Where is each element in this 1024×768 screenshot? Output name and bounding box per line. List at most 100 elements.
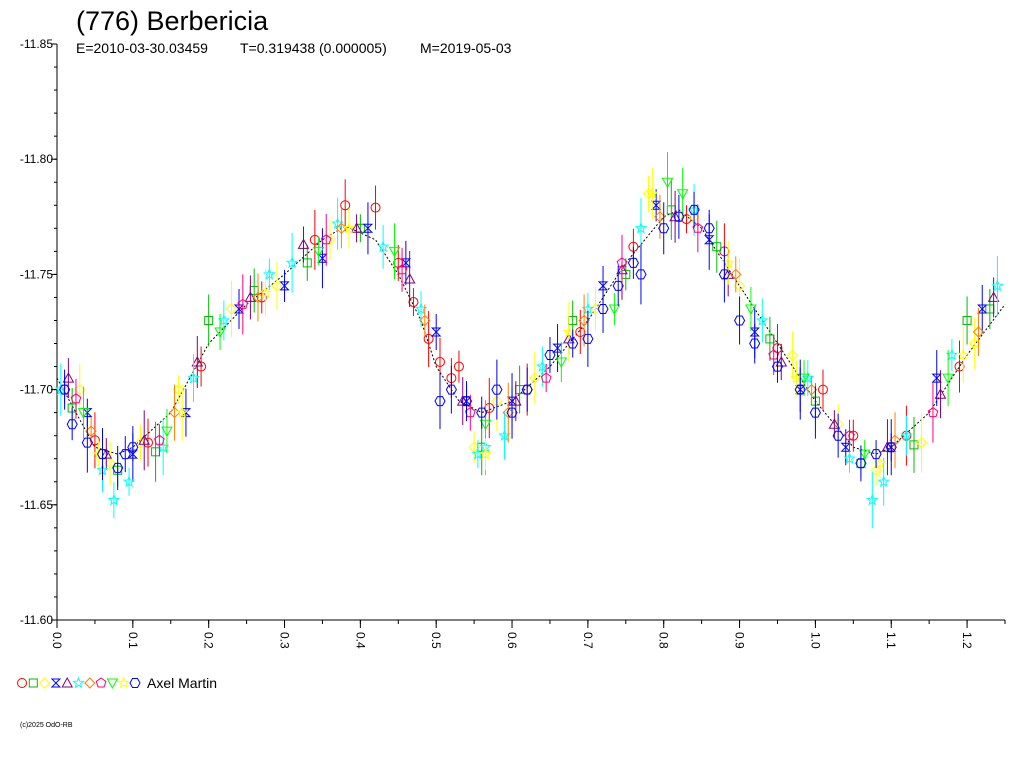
data-point [817, 384, 828, 395]
data-point [453, 361, 464, 372]
data-point [962, 315, 972, 325]
data-points [54, 152, 1004, 529]
data-point [745, 304, 757, 316]
data-point [423, 333, 434, 344]
data-point [77, 408, 90, 419]
data-point [661, 177, 674, 189]
axes: -11.85 -11.80 -11.75 -11.70 -11.65 -11.60 0.0 0… [20, 37, 1006, 649]
data-point [809, 407, 821, 418]
copyright-text: (c)2025 OdO-RB [20, 722, 73, 729]
data-point [885, 442, 897, 453]
fit-line [56, 209, 1006, 455]
data-point [285, 256, 299, 269]
data-point [832, 430, 844, 441]
data-point [340, 200, 351, 211]
epoch-text: E=2010-03-30.03459 [76, 40, 208, 56]
legend [17, 676, 141, 690]
x-tick-label: 1.2 [960, 632, 974, 649]
x-tick-label: 1.0 [808, 632, 822, 649]
data-point [749, 338, 761, 349]
y-tick-label: -11.60 [20, 613, 53, 627]
data-point [634, 221, 648, 234]
legend-marker [61, 676, 74, 688]
data-point [107, 493, 121, 506]
data-point [362, 223, 374, 233]
data-point [430, 327, 442, 337]
data-point [582, 333, 594, 344]
x-tick-label: 1.1 [884, 632, 898, 649]
legend-marker [117, 676, 130, 689]
legend-label: Axel Martin [147, 675, 217, 691]
data-point [214, 327, 226, 339]
data-point [673, 211, 685, 222]
y-tick-label: -11.70 [20, 383, 53, 397]
data-point [89, 435, 100, 446]
data-point [934, 388, 947, 399]
data-point [881, 441, 894, 452]
data-point [794, 384, 806, 395]
data-point [502, 406, 514, 419]
period-text: T=0.319438 (0.000005) [240, 40, 387, 56]
data-point [676, 189, 689, 200]
data-point [297, 238, 310, 249]
data-point [521, 384, 533, 395]
data-point [122, 475, 136, 488]
data-point [688, 204, 700, 215]
data-point [870, 449, 882, 460]
data-point [956, 348, 970, 361]
legend-marker [17, 678, 27, 688]
legend-marker [28, 678, 38, 688]
x-tick-label: 0.3 [278, 632, 292, 649]
data-point [256, 292, 267, 303]
data-point [408, 297, 419, 308]
data-point [127, 449, 139, 459]
data-point [730, 268, 742, 281]
data-point [196, 361, 207, 372]
data-point [612, 280, 624, 291]
x-tick-label: 0.6 [505, 632, 519, 649]
data-point [419, 314, 431, 327]
data-point [608, 304, 621, 316]
data-point [204, 315, 214, 325]
legend-marker [129, 678, 141, 688]
data-point [987, 291, 1000, 302]
data-point [635, 269, 647, 280]
x-tick-label: 0.5 [429, 632, 443, 649]
data-point [350, 222, 363, 233]
data-point [575, 327, 586, 337]
data-point [81, 437, 93, 448]
data-point [175, 405, 189, 418]
data-point [540, 372, 552, 383]
data-point [828, 418, 841, 429]
data-point [66, 419, 78, 430]
x-tick-label: 0.0 [50, 632, 64, 649]
data-point [544, 350, 556, 360]
data-point [775, 355, 788, 367]
data-point [848, 430, 859, 441]
data-point [143, 437, 154, 448]
data-point [703, 235, 715, 245]
data-point [567, 338, 579, 349]
y-tick-label: -11.75 [20, 267, 53, 281]
data-point [434, 396, 446, 407]
data-point [138, 434, 151, 445]
data-point [771, 361, 784, 372]
data-point [718, 269, 730, 280]
data-point [734, 315, 746, 326]
modified-text: M=2019-05-03 [420, 40, 512, 56]
data-point [927, 406, 939, 418]
data-point [491, 384, 503, 395]
data-point [302, 258, 312, 268]
legend-marker [50, 678, 62, 688]
data-point [161, 426, 173, 438]
data-point [991, 279, 1004, 292]
data-point [658, 223, 670, 234]
x-tick-label: 0.7 [581, 632, 595, 649]
y-tick-label: -11.80 [20, 152, 53, 166]
data-point [646, 187, 659, 200]
data-point [855, 458, 867, 469]
data-point [62, 372, 75, 383]
data-point [434, 356, 445, 367]
data-point [555, 357, 568, 369]
